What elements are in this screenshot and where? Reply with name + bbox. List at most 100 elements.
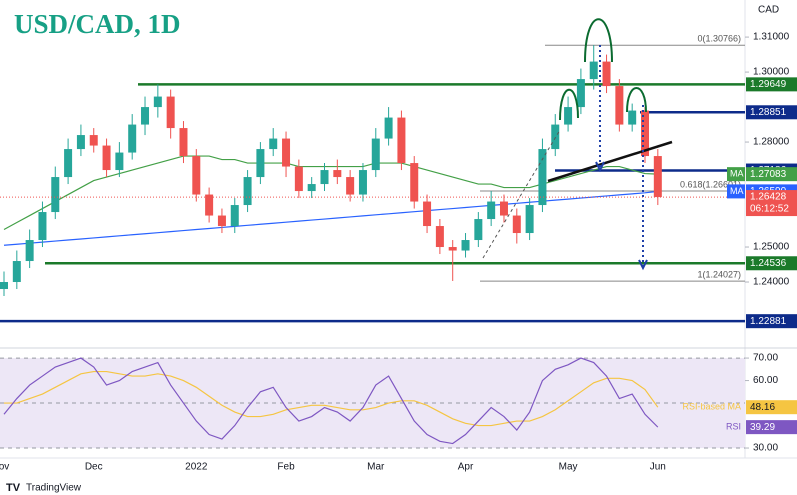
candle-body [358,170,367,195]
candle-body [12,261,21,283]
level-tag-bg [746,77,797,92]
series-name: RSI [726,422,741,432]
price-tag-bg [746,190,797,217]
candle-body [653,156,662,198]
candle-body [641,110,649,157]
y-tick-label: 1.25000 [753,242,790,253]
level-tag: 1.29649 [750,79,787,90]
candle-body [512,215,521,234]
x-tick-label: Apr [458,462,474,473]
candle-body [346,177,355,195]
candle-body [307,184,316,192]
candle-body [397,117,406,164]
series-tag-bg [746,400,797,415]
x-tick-label: 2022 [185,462,208,473]
candle-body [51,177,60,213]
level-tag-bg [746,256,797,271]
candle-body [243,177,252,206]
fib-diagonal [482,129,561,259]
candle-body [628,110,637,125]
ma-name-bg [727,184,745,199]
y-tick-label: 1.31000 [753,32,790,43]
neckline [547,140,673,183]
series-tag: 39.29 [750,422,775,433]
series-tag-bg [746,420,797,435]
candle-body [487,201,496,220]
level-tag: 1.28851 [750,107,787,118]
candle-body [179,128,188,157]
ma-line [3,155,658,231]
candle-body [589,61,598,80]
candle-body [282,138,291,167]
candle-body [602,61,611,87]
price-tag: 1.26428 [750,192,787,203]
candle-body [166,96,175,129]
candle-body [564,107,573,125]
candle-body [141,107,150,125]
y-tick-label: 1.30000 [753,67,790,78]
axis-unit: CAD [758,5,779,16]
candle-body [576,79,585,108]
candle-body [384,117,393,139]
candle-body [448,247,457,251]
ma-name: MA [730,169,744,179]
ma-line [3,190,658,246]
candle-body [320,170,329,185]
y-tick-label: 60.00 [753,375,778,386]
candle-body [371,138,380,171]
candle-body [294,166,303,192]
x-tick-label: Jun [650,462,666,473]
candle-body [256,149,265,178]
logo: TV [6,482,21,494]
candle-body [230,205,239,227]
level-tag: 1.24536 [750,258,787,269]
candle-body [269,138,278,150]
rsi-line [3,357,659,445]
candle-body [423,201,432,227]
rsi-line [4,370,659,427]
ma-tag-bg [746,167,797,182]
chart-title: USD/CAD, 1D [14,9,181,39]
x-tick-label: Mar [367,462,385,473]
candle-body [153,96,162,108]
candle-body [128,124,137,153]
candle-body [474,219,483,241]
x-tick-label: May [559,462,578,473]
fib-label: 0.618(1.26601) [680,179,741,189]
candle-body [205,194,214,216]
candle-body [615,86,624,125]
candle-body [0,282,8,290]
candle-body [410,163,419,202]
annotations [482,18,673,271]
candle-body [461,240,470,251]
candle-body [64,149,73,178]
ma-name-bg [727,167,745,182]
candle-body [217,215,226,227]
candle-body [333,170,342,178]
candle-body [551,124,560,150]
rsi-band [0,358,745,449]
candle-body [102,145,111,171]
candle-body [25,240,34,262]
countdown: 06:12:52 [750,204,789,215]
candle-body [435,226,444,248]
fib-label: 1(1.24027) [697,269,741,279]
level-tag-bg [746,105,797,120]
left-shoulder [559,88,579,121]
arrow-head [638,259,648,271]
footer: TradingView [26,483,82,494]
series-tag: 48.16 [750,402,775,413]
candle-body [192,156,201,195]
head [584,18,613,63]
candle-body [538,149,547,206]
right-shoulder [626,87,647,113]
arrow-head [595,161,605,173]
candle-body [525,205,534,234]
x-tick-label: Dec [85,462,103,473]
y-tick-label: 70.00 [753,353,778,364]
level-tag: 1.22881 [750,316,787,327]
y-tick-label: 1.24000 [753,277,790,288]
series-name: RSI-based MA [682,402,741,412]
candle-body [38,212,47,241]
